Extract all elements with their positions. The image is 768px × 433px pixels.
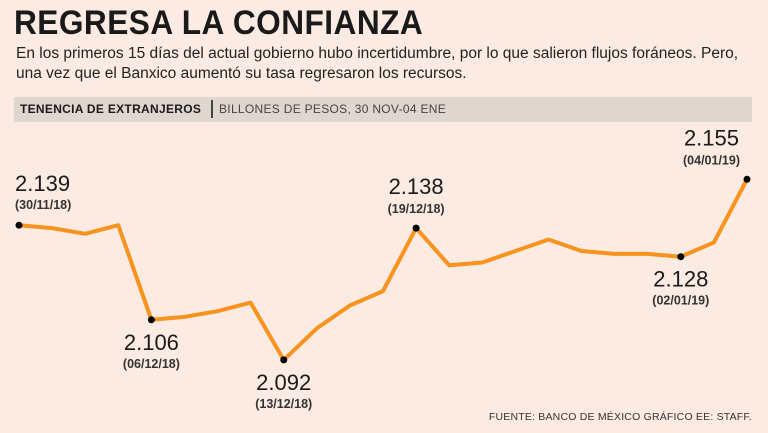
data-point-marker [743, 175, 751, 183]
data-point-marker [280, 356, 288, 364]
series-header-bar: TENENCIA DE EXTRANJEROS BILLONES DE PESO… [14, 97, 752, 122]
value-label: 2.155 [684, 125, 739, 150]
value-label: 2.092 [256, 370, 311, 395]
data-point-marker [147, 316, 155, 324]
date-label: (04/01/19) [683, 153, 740, 167]
value-label: 2.139 [15, 171, 70, 196]
value-label: 2.138 [389, 174, 444, 199]
source-note: FUENTE: BANCO DE MÉXICO GRÁFICO EE: STAF… [488, 411, 752, 423]
data-point-marker [15, 221, 23, 229]
date-label: (30/11/18) [15, 198, 71, 212]
data-point-marker [677, 253, 685, 261]
series-line [17, 177, 749, 362]
date-label: (06/12/18) [123, 357, 180, 371]
date-label: (02/01/19) [652, 294, 709, 308]
date-label: (13/12/18) [255, 397, 312, 411]
value-label: 2.128 [653, 267, 708, 292]
series-unit: BILLONES DE PESOS, 30 NOV-04 ENE [219, 102, 447, 116]
series-label: TENENCIA DE EXTRANJEROS [20, 102, 202, 116]
chart-title: REGRESA LA CONFIANZA [14, 4, 424, 42]
value-label: 2.106 [124, 330, 179, 355]
header-separator [211, 100, 213, 118]
chart-subtitle: En los primeros 15 días del actual gobie… [16, 45, 739, 82]
data-point-marker [412, 224, 420, 232]
date-label: (19/12/18) [388, 202, 445, 216]
